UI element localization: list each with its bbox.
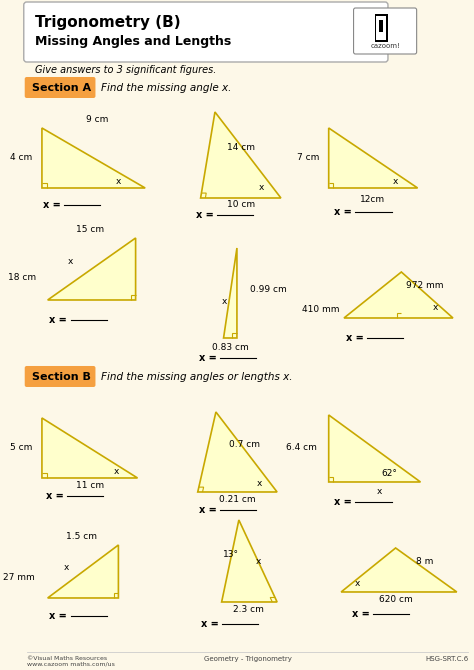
Text: 8 m: 8 m xyxy=(416,557,433,566)
Text: 9 cm: 9 cm xyxy=(86,115,109,125)
Text: 15 cm: 15 cm xyxy=(76,226,104,234)
Text: x =: x = xyxy=(199,505,220,515)
Polygon shape xyxy=(344,272,453,318)
Text: 27 mm: 27 mm xyxy=(2,574,34,582)
Text: 0.7 cm: 0.7 cm xyxy=(229,440,260,450)
Text: x: x xyxy=(355,580,360,588)
Bar xyxy=(374,14,388,42)
Text: cazoom!: cazoom! xyxy=(370,43,400,49)
Text: x =: x = xyxy=(352,609,373,619)
Text: Find the missing angles or lengths x.: Find the missing angles or lengths x. xyxy=(101,372,293,382)
Polygon shape xyxy=(328,128,418,188)
Text: x =: x = xyxy=(49,611,71,621)
Text: x: x xyxy=(222,297,228,306)
Text: 2.3 cm: 2.3 cm xyxy=(233,606,264,614)
Polygon shape xyxy=(198,412,277,492)
Text: x =: x = xyxy=(196,210,217,220)
Text: 0.21 cm: 0.21 cm xyxy=(219,496,255,505)
Text: x: x xyxy=(257,480,263,488)
Text: Section A: Section A xyxy=(32,83,91,93)
Polygon shape xyxy=(48,545,118,598)
Polygon shape xyxy=(341,548,457,592)
Polygon shape xyxy=(328,415,420,482)
Polygon shape xyxy=(201,112,281,198)
Text: 10 cm: 10 cm xyxy=(227,200,255,210)
Text: 410 mm: 410 mm xyxy=(302,306,339,314)
Text: 620 cm: 620 cm xyxy=(379,596,412,604)
Text: 4 cm: 4 cm xyxy=(10,153,32,163)
Text: 1.5 cm: 1.5 cm xyxy=(65,533,97,541)
Text: x: x xyxy=(114,468,119,476)
Text: 11 cm: 11 cm xyxy=(76,482,104,490)
Text: x =: x = xyxy=(346,333,367,343)
Text: 0.83 cm: 0.83 cm xyxy=(212,344,249,352)
Text: Find the missing angle x.: Find the missing angle x. xyxy=(101,83,232,93)
Text: x =: x = xyxy=(199,353,220,363)
Text: Geometry - Trigonometry: Geometry - Trigonometry xyxy=(203,656,292,662)
Text: Give answers to 3 significant figures.: Give answers to 3 significant figures. xyxy=(35,65,217,75)
Text: HSG-SRT.C.6: HSG-SRT.C.6 xyxy=(425,656,468,662)
Polygon shape xyxy=(222,520,277,602)
Text: ©Visual Maths Resources
www.cazoom maths.com/us: ©Visual Maths Resources www.cazoom maths… xyxy=(27,656,115,667)
Text: x: x xyxy=(393,178,398,186)
Text: x: x xyxy=(64,563,70,572)
Bar xyxy=(379,20,383,32)
Text: Trigonometry (B): Trigonometry (B) xyxy=(35,15,181,31)
FancyBboxPatch shape xyxy=(24,2,388,62)
Text: x =: x = xyxy=(201,619,222,629)
Text: x: x xyxy=(433,304,438,312)
Polygon shape xyxy=(48,238,136,300)
FancyBboxPatch shape xyxy=(25,77,95,98)
Polygon shape xyxy=(42,128,145,188)
Text: x: x xyxy=(255,557,261,566)
Text: 7 cm: 7 cm xyxy=(297,153,319,163)
Text: x: x xyxy=(68,257,73,267)
Text: x: x xyxy=(116,178,121,186)
Bar xyxy=(376,16,386,40)
Text: x: x xyxy=(259,184,264,192)
Text: 6.4 cm: 6.4 cm xyxy=(286,444,317,452)
Polygon shape xyxy=(42,418,137,478)
Text: x =: x = xyxy=(334,207,356,217)
Text: x =: x = xyxy=(46,491,67,501)
Text: 0.99 cm: 0.99 cm xyxy=(250,285,287,295)
Text: 62°: 62° xyxy=(381,470,397,478)
FancyBboxPatch shape xyxy=(25,366,95,387)
Text: x: x xyxy=(377,488,382,496)
Text: 972 mm: 972 mm xyxy=(406,281,443,291)
FancyBboxPatch shape xyxy=(19,0,474,670)
Polygon shape xyxy=(224,248,237,338)
Text: 12cm: 12cm xyxy=(360,196,385,204)
Text: 13°: 13° xyxy=(223,551,239,559)
Text: x =: x = xyxy=(334,497,356,507)
Text: 18 cm: 18 cm xyxy=(8,273,36,283)
Text: 5 cm: 5 cm xyxy=(10,444,32,452)
Text: 14 cm: 14 cm xyxy=(227,143,255,153)
Text: x =: x = xyxy=(43,200,64,210)
FancyBboxPatch shape xyxy=(354,8,417,54)
Text: Missing Angles and Lengths: Missing Angles and Lengths xyxy=(35,36,231,48)
Text: Section B: Section B xyxy=(32,372,91,382)
Text: x =: x = xyxy=(49,315,71,325)
